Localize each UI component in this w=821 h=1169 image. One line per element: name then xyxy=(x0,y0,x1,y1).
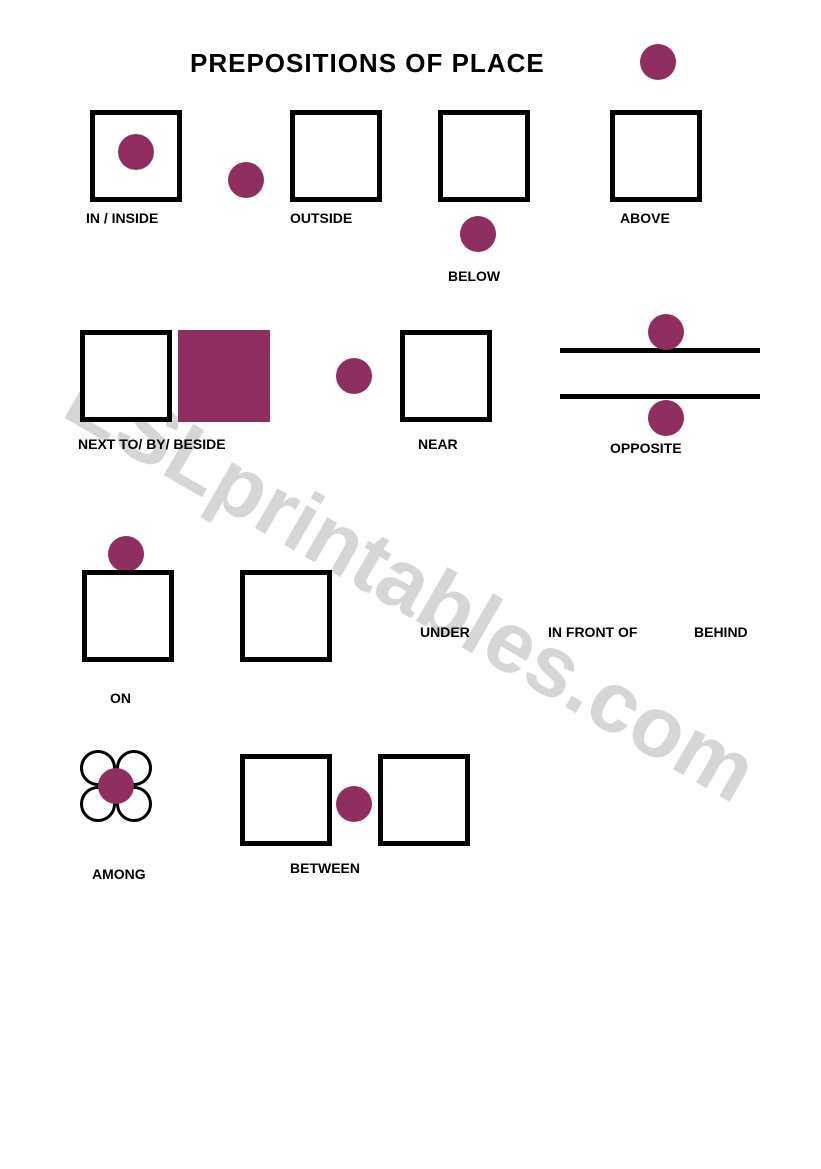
label-next-to: NEXT TO/ BY/ BESIDE xyxy=(78,436,226,452)
circle-among xyxy=(98,768,134,804)
circle-opposite-bottom xyxy=(648,400,684,436)
label-behind: BEHIND xyxy=(694,624,748,640)
box-below xyxy=(438,110,530,202)
label-between: BETWEEN xyxy=(290,860,360,876)
circle-near xyxy=(336,358,372,394)
label-opposite: OPPOSITE xyxy=(610,440,682,456)
box-near xyxy=(400,330,492,422)
label-under: UNDER xyxy=(420,624,470,640)
box-between-1 xyxy=(240,754,332,846)
box-above xyxy=(610,110,702,202)
content-layer: PREPOSITIONS OF PLACE IN xyxy=(0,0,821,1169)
box-between-2 xyxy=(378,754,470,846)
circle-below xyxy=(460,216,496,252)
label-outside: OUTSIDE xyxy=(290,210,352,226)
label-among: AMONG xyxy=(92,866,146,882)
box-nextto-2 xyxy=(178,330,270,422)
circle-between xyxy=(336,786,372,822)
box-on xyxy=(82,570,174,662)
circle-opposite-top xyxy=(648,314,684,350)
circle-outside xyxy=(228,162,264,198)
worksheet-page: ESLprintables.com PREPOSITIONS OF PLACE xyxy=(0,0,821,1169)
opposite-line-2 xyxy=(560,394,760,399)
label-in-front-of: IN FRONT OF xyxy=(548,624,637,640)
label-near: NEAR xyxy=(418,436,458,452)
page-title: PREPOSITIONS OF PLACE xyxy=(190,48,545,79)
box-under xyxy=(240,570,332,662)
label-above: ABOVE xyxy=(620,210,670,226)
box-nextto-1 xyxy=(80,330,172,422)
label-below: BELOW xyxy=(448,268,500,284)
circle-above xyxy=(640,44,676,80)
label-on: ON xyxy=(110,690,131,706)
box-outside xyxy=(290,110,382,202)
circle-in xyxy=(118,134,154,170)
label-in-inside: IN / INSIDE xyxy=(86,210,158,226)
circle-on xyxy=(108,536,144,572)
